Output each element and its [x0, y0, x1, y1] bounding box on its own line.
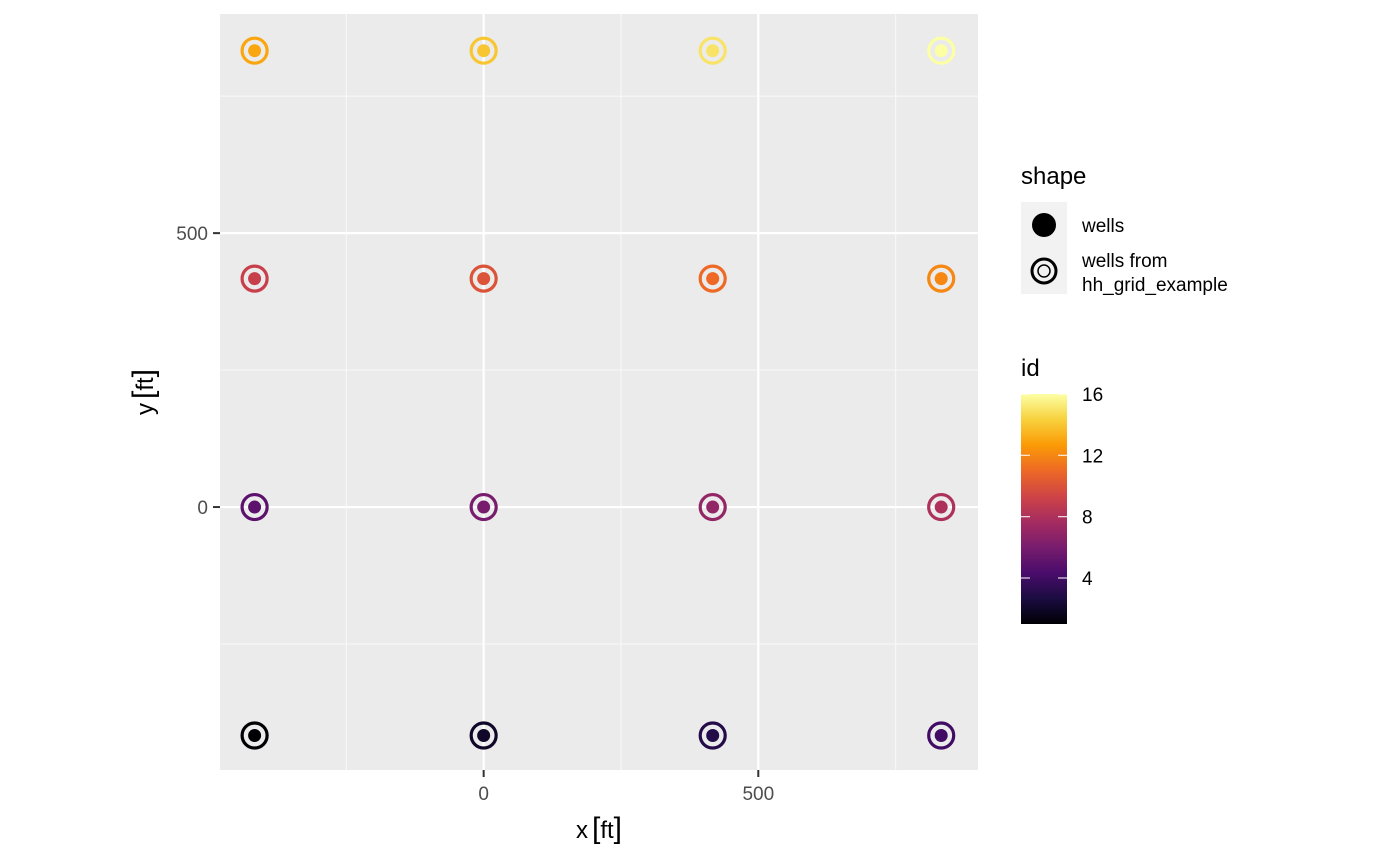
point-open-circle — [698, 36, 727, 65]
point-filled-circle — [248, 44, 262, 58]
legend-color-title: id — [1021, 355, 1040, 382]
y-tick-label: 500 — [176, 224, 208, 245]
point-open-circle — [698, 721, 727, 750]
colorbar-ticks: 4 8 12 16 — [1021, 385, 1103, 590]
point-open-circle — [698, 492, 727, 522]
point-open-circle — [927, 36, 956, 65]
point-filled-circle — [934, 500, 948, 514]
y-axis-title-unit: ft — [132, 377, 159, 391]
y-axis-title-var: y — [132, 403, 159, 415]
colorbar-tick-label: 4 — [1082, 569, 1093, 590]
point-filled-circle — [706, 728, 720, 742]
point-filled-circle — [934, 728, 948, 742]
point-open-circle — [240, 721, 269, 750]
legend-label-hh-line2: hh_grid_example — [1082, 275, 1228, 296]
point-filled-circle — [477, 44, 491, 58]
x-axis-title-var: x — [576, 817, 588, 844]
x-axis-title: x [ft] — [576, 812, 622, 845]
point-filled-circle — [934, 272, 948, 286]
legend-color: id 4 8 12 16 — [1021, 355, 1103, 624]
point-filled-circle — [248, 500, 262, 514]
colorbar — [1021, 394, 1067, 624]
point-open-circle — [469, 492, 498, 522]
legend-shape-title: shape — [1021, 163, 1086, 190]
point-open-circle — [469, 36, 498, 65]
point-open-circle — [240, 264, 269, 293]
point-open-circle — [927, 492, 956, 522]
point-filled-circle — [706, 500, 720, 514]
point-open-circle — [927, 264, 956, 293]
x-tick-label: 0 — [478, 784, 489, 805]
colorbar-tick-label: 8 — [1082, 508, 1093, 529]
legend-key-filled-circle — [1032, 213, 1056, 237]
point-open-circle — [927, 721, 956, 750]
point-filled-circle — [934, 44, 948, 58]
point-filled-circle — [706, 44, 720, 58]
point-open-circle — [240, 36, 269, 65]
legend-shape: shape wells wells from hh_grid_example — [1021, 163, 1228, 296]
legend-key-open-circle-outer — [1030, 257, 1058, 285]
legend-key-hh-bg — [1021, 248, 1067, 294]
point-filled-circle — [477, 728, 491, 742]
data-points — [240, 36, 956, 750]
x-axis-title-unit: ft — [600, 817, 614, 844]
y-axis-title: y[ft] — [127, 369, 160, 415]
legend-label-wells: wells — [1081, 216, 1124, 237]
legend-key-open-circle-inner — [1037, 264, 1051, 278]
point-filled-circle — [248, 272, 262, 286]
plot-panel — [220, 14, 978, 770]
axis-ticks — [213, 232, 760, 777]
point-open-circle — [469, 264, 498, 293]
point-filled-circle — [248, 728, 262, 742]
x-tick-label: 500 — [742, 784, 774, 805]
point-filled-circle — [706, 272, 720, 286]
colorbar-tick-label: 16 — [1082, 385, 1103, 406]
colorbar-tick-label: 12 — [1082, 446, 1103, 467]
point-filled-circle — [477, 500, 491, 514]
y-tick-label: 0 — [197, 498, 208, 519]
grid-major-lines — [220, 14, 978, 770]
point-open-circle — [698, 264, 727, 293]
point-open-circle — [469, 721, 498, 750]
point-filled-circle — [477, 272, 491, 286]
svg-text:y[ft]: y[ft] — [127, 369, 160, 415]
axis-tick-labels: 0 500 0 500 — [176, 224, 774, 805]
legend-label-hh-grid: wells from hh_grid_example — [1081, 251, 1228, 296]
legend-label-hh-line1: wells from — [1081, 251, 1168, 272]
point-open-circle — [240, 492, 269, 522]
grid-minor-lines — [220, 14, 978, 770]
